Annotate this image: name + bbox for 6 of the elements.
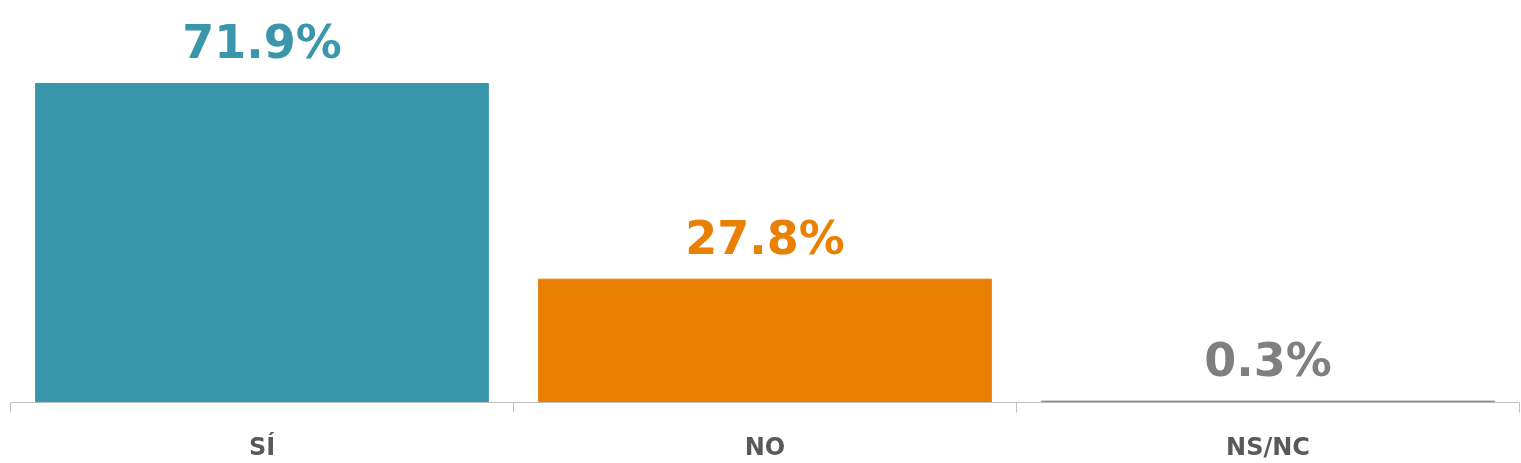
data-label: 27.8% bbox=[685, 211, 845, 266]
data-label: 0.3% bbox=[1204, 333, 1332, 388]
x-tick-label: NO bbox=[744, 432, 786, 461]
data-label: 71.9% bbox=[182, 15, 342, 70]
x-tick-label: NS/NC bbox=[1226, 432, 1310, 461]
x-tick-label: SÍ bbox=[248, 431, 276, 461]
